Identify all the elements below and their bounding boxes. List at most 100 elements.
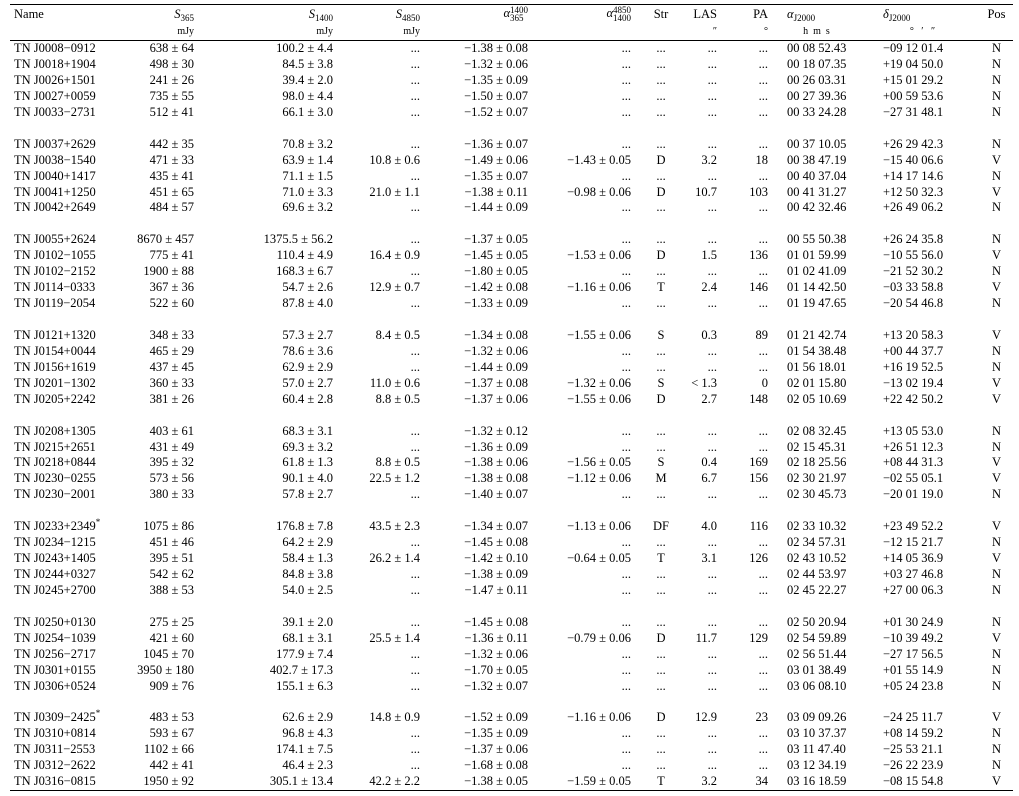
- table-row: TN J0156+1619 437 ± 45 62.9 ± 2.9... −1.44 …: [10, 360, 1013, 376]
- table-cell: −1.44 ± 0.09: [464, 200, 528, 215]
- table-cell: +26 49 06.2: [883, 200, 944, 215]
- table-row: TN J0244+0327 542 ± 62 84.8 ± 3.8... −1.38 …: [10, 567, 1013, 583]
- table-cell: 451 ± 65: [149, 184, 194, 199]
- table-cell: 00 08 52.43: [787, 41, 847, 56]
- table-cell: 02 43 10.52: [787, 551, 847, 566]
- table-cell: +26 24 35.8: [883, 232, 944, 247]
- table-row: TN J0026+1501 241 ± 26 39.4 ± 2.0... −1.35 …: [10, 73, 1013, 89]
- table-cell: +14 17 14.6: [883, 168, 944, 183]
- table-cell: 177.9 ± 7.4: [276, 646, 333, 661]
- source-name: TN J0055+2624: [14, 232, 96, 247]
- table-cell: 451 ± 46: [149, 535, 194, 550]
- source-name: TN J0234−1215: [14, 535, 96, 550]
- table-cell: ...: [410, 296, 420, 311]
- table-row: TN J0018+1904 498 ± 30 84.5 ± 3.8... −1.32 …: [10, 57, 1013, 73]
- table-cell: 1075 ± 86: [143, 519, 194, 534]
- table-cell: 395 ± 32: [149, 455, 194, 470]
- table-cell: ...: [656, 423, 666, 438]
- table-cell: −1.13 ± 0.06: [567, 519, 631, 534]
- source-name: TN J0254−1039: [14, 630, 96, 645]
- table-cell: 305.1 ± 13.4: [269, 774, 333, 789]
- table-cell: −1.37 ± 0.05: [464, 232, 528, 247]
- table-cell: ...: [621, 264, 631, 279]
- table-cell: ...: [621, 104, 631, 119]
- table-cell: 02 34 57.31: [787, 535, 847, 550]
- column-header: αJ2000: [768, 5, 865, 23]
- table-cell: −1.43 ± 0.05: [567, 152, 631, 167]
- table-cell: −1.49 ± 0.06: [464, 152, 528, 167]
- table-cell: ...: [621, 359, 631, 374]
- table-cell: ...: [656, 646, 666, 661]
- column-unit: [10, 22, 130, 41]
- table-cell: ...: [707, 742, 717, 757]
- source-name: TN J0311−2553: [14, 742, 96, 757]
- table-cell: 1.5: [701, 248, 717, 263]
- table-cell: 483 ± 53: [149, 710, 194, 725]
- table-row: TN J0243+1405 395 ± 51 58.4 ± 1.3 26.2 ± 1.…: [10, 551, 1013, 567]
- table-cell: ...: [758, 582, 768, 597]
- table-cell: ...: [621, 582, 631, 597]
- table-cell: ...: [707, 88, 717, 103]
- table-cell: ...: [410, 136, 420, 151]
- table-row: TN J0230−0255 573 ± 56 90.1 ± 4.0 22.5 ± 1.…: [10, 471, 1013, 487]
- table-cell: 431 ± 49: [149, 439, 194, 454]
- table-cell: −13 02 19.4: [883, 375, 944, 390]
- table-cell: ...: [758, 232, 768, 247]
- table-cell: −12 15 21.7: [883, 535, 944, 550]
- table-cell: ...: [410, 582, 420, 597]
- table-cell: 1900 ± 88: [143, 264, 194, 279]
- table-cell: 2.7: [701, 391, 717, 406]
- header-symbol: α: [503, 6, 510, 20]
- header-unit: mJy: [403, 26, 420, 38]
- table-cell: N: [991, 136, 1002, 151]
- table-cell: −1.37 ± 0.08: [464, 375, 528, 390]
- table-cell: −24 25 11.7: [883, 710, 943, 725]
- table-cell: N: [991, 200, 1002, 215]
- header-unit: ″: [712, 26, 717, 38]
- column-unit: [426, 22, 534, 41]
- table-cell: +19 04 50.0: [883, 57, 944, 72]
- table-cell: −1.12 ± 0.06: [567, 471, 631, 486]
- table-row: TN J0311−2553 1102 ± 66 174.1 ± 7.5... −1.3…: [10, 742, 1013, 758]
- table-cell: −1.52 ± 0.09: [464, 710, 528, 725]
- column-header: Str: [637, 5, 685, 23]
- header-sub: J2000: [888, 12, 911, 23]
- table-cell: −1.35 ± 0.07: [464, 168, 528, 183]
- table-cell: ...: [621, 726, 631, 741]
- table-row: TN J0245+2700 388 ± 53 54.0 ± 2.5... −1.47 …: [10, 583, 1013, 599]
- table-cell: −1.45 ± 0.08: [464, 535, 528, 550]
- table-row: TN J0234−1215 451 ± 46 64.2 ± 2.9... −1.45 …: [10, 535, 1013, 551]
- table-cell: ...: [410, 73, 420, 87]
- table-cell: ...: [758, 88, 768, 103]
- gap-cell: [10, 312, 1013, 328]
- table-cell: 2.4: [701, 280, 717, 295]
- table-cell: ...: [410, 232, 420, 247]
- table-cell: 168.3 ± 6.7: [276, 264, 333, 279]
- table-cell: −21 52 30.2: [883, 264, 944, 279]
- table-cell: ...: [410, 678, 420, 693]
- column-unit: ° ′ ″: [865, 22, 980, 41]
- table-cell: N: [991, 423, 1002, 438]
- table-cell: N: [991, 73, 1002, 87]
- table-cell: 01 02 41.09: [787, 264, 847, 279]
- table-row: TN J0301+0155 3950 ± 180 402.7 ± 17.3... −1…: [10, 663, 1013, 679]
- gap-cell: [10, 694, 1013, 710]
- table-cell: −1.16 ± 0.06: [567, 710, 631, 725]
- table-cell: 8.8 ± 0.5: [375, 391, 420, 406]
- table-cell: 00 55 50.38: [787, 232, 847, 247]
- table-cell: −27 17 56.5: [883, 646, 944, 661]
- table-cell: 03 06 08.10: [787, 678, 847, 693]
- table-cell: ...: [758, 136, 768, 151]
- header-unit: mJy: [316, 26, 333, 38]
- source-name: TN J0114−0333: [14, 280, 96, 295]
- table-cell: V: [991, 152, 1002, 167]
- table-cell: 61.8 ± 1.3: [282, 455, 333, 470]
- table-cell: N: [991, 264, 1002, 279]
- source-name: TN J0205+2242: [14, 391, 96, 406]
- table-cell: 381 ± 26: [149, 391, 194, 406]
- table-cell: ...: [656, 57, 666, 72]
- table-cell: 03 11 47.40: [787, 742, 846, 757]
- table-cell: 442 ± 41: [149, 758, 194, 773]
- table-cell: −1.38 ± 0.08: [464, 41, 528, 56]
- table-cell: −1.80 ± 0.05: [464, 264, 528, 279]
